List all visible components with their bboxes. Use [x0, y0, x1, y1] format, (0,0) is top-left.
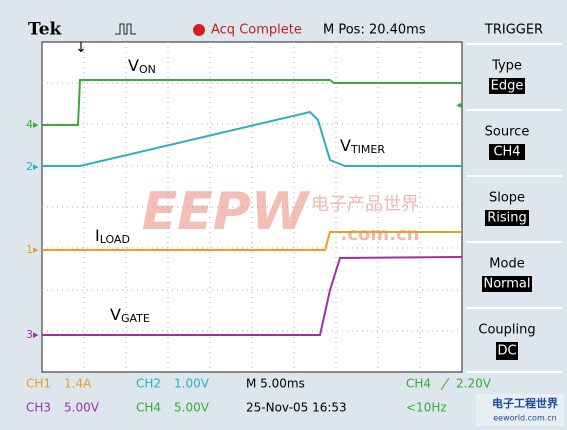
svg-text:▸: ▸: [33, 118, 39, 131]
marker: 1: [26, 243, 33, 256]
trigger-level: ◂: [456, 98, 462, 112]
trace-label: VTIMER: [340, 136, 385, 157]
trig-level: 2.20V: [456, 377, 492, 391]
trace-ch1: [42, 231, 462, 251]
corner-url: eeworld.com.cn: [493, 414, 557, 423]
trig-ch: CH4: [406, 377, 431, 391]
brand: Tek: [28, 20, 63, 40]
status: Acq Complete: [211, 23, 302, 38]
ch-label: CH1: [26, 377, 51, 391]
trace-labels: VON VTIMER ILOAD VGATE: [95, 56, 385, 326]
watermark-cn: 电子产品世界: [311, 194, 419, 215]
trace-ch2: [42, 110, 462, 167]
marker: 3: [26, 328, 33, 341]
trace-ch3: [42, 256, 463, 336]
svg-text:▸: ▸: [33, 328, 39, 341]
header: Tek Acq Complete M Pos: 20.40ms: [28, 20, 426, 40]
menu-label[interactable]: Coupling: [478, 323, 535, 338]
marker: 2: [26, 160, 33, 173]
trace-label: VON: [128, 56, 156, 77]
position: M Pos: 20.40ms: [323, 23, 426, 38]
menu-title: TRIGGER: [484, 23, 543, 38]
trigger-position: ↓: [75, 40, 87, 56]
ch-scale: 1.4A: [64, 377, 92, 391]
menu: TRIGGER Type Edge Source CH4 Slope Risin…: [466, 23, 562, 373]
menu-value[interactable]: Normal: [483, 277, 530, 292]
watermark-logo: EEPW: [142, 182, 311, 242]
menu-value[interactable]: Rising: [487, 211, 527, 226]
ch-scale: 5.00V: [174, 401, 210, 415]
trace-label: ILOAD: [95, 226, 130, 247]
menu-label[interactable]: Source: [485, 125, 530, 140]
ch-label: CH3: [26, 401, 51, 415]
menu-label[interactable]: Type: [491, 59, 522, 74]
ch-scale: 5.00V: [64, 401, 100, 415]
ch-label: CH4: [136, 401, 161, 415]
marker: 4: [26, 118, 33, 131]
channel-markers: 4 2 1 3 ▸ ▸ ▸ ▸: [26, 118, 39, 341]
footer: CH1 1.4A CH2 1.00V M 5.00ms CH4 2.20V CH…: [26, 377, 564, 426]
freq: <10Hz: [406, 401, 447, 415]
trace-label: VGATE: [110, 305, 150, 326]
menu-value[interactable]: DC: [497, 344, 516, 359]
svg-text:▸: ▸: [33, 243, 39, 256]
timebase: M 5.00ms: [246, 377, 305, 391]
corner-cn: 电子工程世界: [492, 396, 558, 410]
menu-label[interactable]: Slope: [489, 191, 525, 206]
watermark-domain: .com.cn: [341, 224, 420, 245]
ch-label: CH2: [136, 377, 161, 391]
menu-value[interactable]: Edge: [491, 79, 524, 94]
menu-label[interactable]: Mode: [489, 257, 524, 272]
plot: EEPW 电子产品世界 .com.cn ↓ ◂: [41, 40, 463, 373]
svg-text:▸: ▸: [33, 160, 39, 173]
date: 25-Nov-05 16:53: [246, 401, 347, 415]
trace-ch4: [42, 79, 462, 126]
ch-scale: 1.00V: [174, 377, 210, 391]
menu-value[interactable]: CH4: [493, 145, 520, 160]
